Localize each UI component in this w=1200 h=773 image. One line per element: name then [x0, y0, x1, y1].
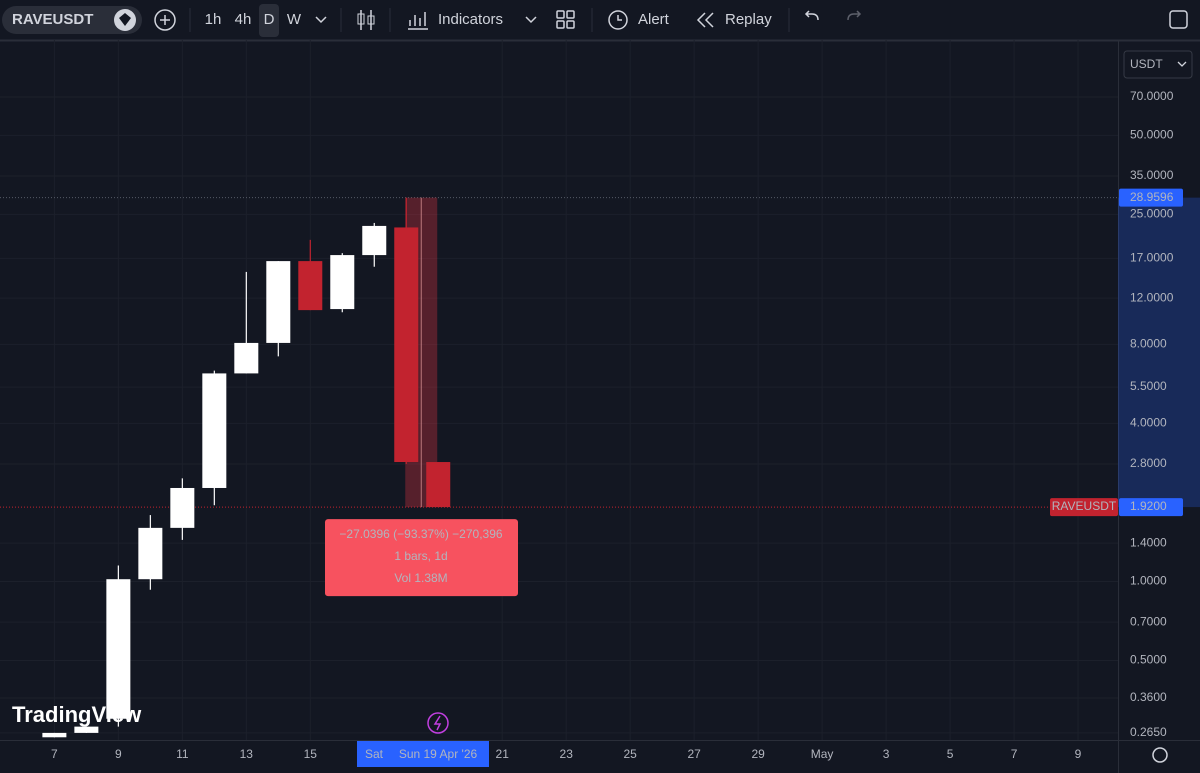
indicators[interactable]: Indicators	[438, 11, 503, 28]
interval[interactable]: D	[264, 11, 275, 28]
dropdown	[1177, 61, 1187, 67]
logo: TradingView	[12, 702, 142, 727]
x-tick-label: 29	[751, 747, 765, 761]
interval[interactable]: W	[287, 11, 302, 28]
symbol-pill[interactable]	[2, 6, 142, 34]
y-tick-label: 4.0000	[1130, 416, 1167, 430]
y-tick-label: 0.5000	[1130, 653, 1167, 667]
replay-icon	[696, 12, 714, 28]
symbol-label: RAVEUSDT	[1052, 499, 1117, 513]
x-tick-label: 5	[947, 747, 954, 761]
x-tick-label: 9	[1075, 747, 1082, 761]
body	[202, 373, 227, 488]
fullscreen[interactable]	[1169, 10, 1188, 29]
dropdown[interactable]	[525, 16, 537, 24]
y-tick-label: 17.0000	[1130, 251, 1174, 265]
alert-icon	[617, 15, 622, 21]
y-tick-label: 0.3600	[1130, 690, 1167, 704]
x-tick-label: 9	[115, 747, 122, 761]
y-tick-label: 8.0000	[1130, 337, 1167, 351]
interval[interactable]: 1h	[205, 11, 222, 28]
body	[330, 255, 355, 310]
currency-select[interactable]	[1123, 50, 1193, 79]
redo[interactable]	[847, 10, 862, 21]
diamond	[119, 13, 131, 26]
y-tick-label: 12.0000	[1130, 290, 1174, 304]
add-symbol[interactable]	[154, 9, 176, 31]
x-tick-label: 21	[496, 747, 510, 761]
candles	[42, 197, 451, 738]
y-tick-label: 5.5000	[1130, 379, 1167, 393]
undo[interactable]	[804, 10, 819, 21]
high-label-bg	[1119, 188, 1183, 207]
active-interval	[259, 4, 279, 37]
y-tick-label: 0.2650	[1130, 725, 1167, 739]
y-tick-label: 50.0000	[1130, 128, 1174, 142]
y-tick-label: 2.8000	[1130, 456, 1167, 470]
last-price: 1.9200	[1130, 499, 1167, 513]
alert[interactable]: Alert	[638, 11, 670, 28]
body	[74, 726, 99, 733]
event-icon[interactable]	[427, 712, 449, 734]
x-tick-label: 11	[176, 747, 189, 761]
x-tick-label: 15	[304, 747, 318, 761]
x-tick-label: 25	[623, 747, 637, 761]
measure-tooltip	[325, 519, 518, 597]
x-tick-label: 13	[240, 747, 254, 761]
body	[298, 261, 323, 311]
body	[266, 261, 291, 343]
body	[234, 342, 259, 374]
candle-icon	[357, 13, 365, 25]
y-tick-label: 35.0000	[1130, 168, 1174, 182]
y-tick-label: 70.0000	[1130, 89, 1174, 103]
event-icon	[433, 715, 442, 731]
body	[42, 732, 67, 738]
body	[106, 579, 131, 719]
body	[426, 462, 451, 508]
labels: 70.0000 50.0000 35.0000 25.0000 17.0000 12.00…	[51, 89, 1183, 767]
last-price-bg	[1119, 498, 1183, 517]
x-tick-label: May	[811, 747, 834, 761]
x-tick-label: 3	[883, 747, 890, 761]
alert-icon	[608, 10, 628, 30]
currency[interactable]: USDT	[1130, 57, 1163, 71]
price-range-band	[1118, 197, 1200, 508]
y-tick-label: 1.0000	[1130, 574, 1167, 588]
dropdown[interactable]	[315, 16, 327, 24]
settings[interactable]	[1152, 747, 1168, 763]
x-tick-label: 7	[1011, 747, 1018, 761]
y-tick-label: 1.4000	[1130, 535, 1167, 549]
body	[394, 227, 419, 463]
body	[138, 527, 163, 580]
y-tick-label: 0.7000	[1130, 614, 1167, 628]
replay[interactable]: Replay	[725, 11, 772, 28]
crosshair-date: Sun 19 Apr '26	[399, 747, 478, 761]
symbol-label-bg	[1050, 498, 1118, 517]
layout-icon[interactable]	[556, 10, 575, 29]
body	[170, 487, 195, 528]
measure-text: Vol 1.38M	[394, 571, 447, 585]
grid	[0, 40, 1118, 740]
measure-text: −27.0396 (−93.37%) −270,396	[339, 527, 502, 541]
overlay	[0, 197, 1200, 508]
x-tick-label: 27	[687, 747, 701, 761]
candle-icon[interactable]	[360, 10, 372, 30]
x-tick-label: 7	[51, 747, 58, 761]
crosshair-prev: Sat	[365, 747, 384, 761]
symbol[interactable]: RAVEUSDT	[12, 11, 93, 28]
high-label: 28.9596	[1130, 190, 1174, 204]
interval[interactable]: 4h	[235, 11, 252, 28]
indicators-icon	[408, 12, 428, 30]
x-tick-label: 23	[560, 747, 574, 761]
measure-text: 1 bars, 1d	[394, 549, 447, 563]
y-tick-label: 25.0000	[1130, 207, 1174, 221]
candle-icon	[367, 15, 375, 25]
plus	[160, 15, 170, 25]
toolbar	[0, 0, 1200, 40]
body	[362, 225, 387, 256]
crosshair-date-bg	[357, 741, 489, 767]
